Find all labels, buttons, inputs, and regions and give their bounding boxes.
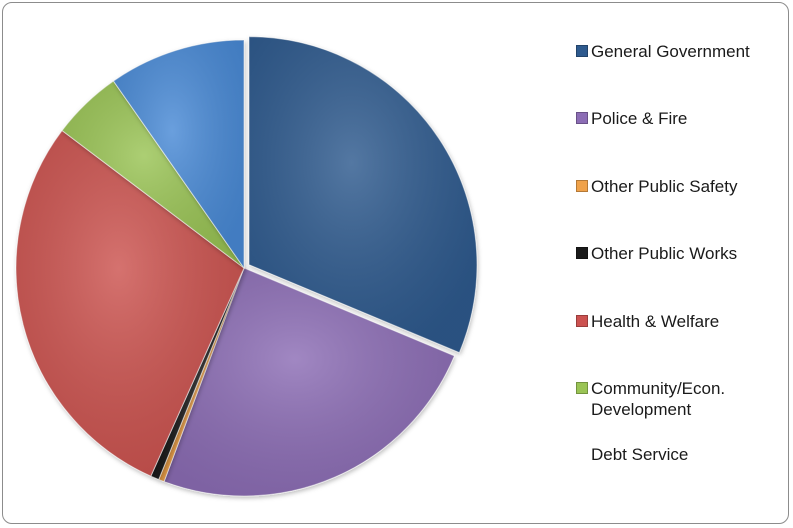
legend-label: Community/Econ. Development — [591, 378, 781, 420]
legend-item-general-government: General Government — [576, 41, 781, 62]
legend-label: Other Public Works — [591, 243, 781, 264]
legend-item-police-fire: Police & Fire — [576, 108, 781, 129]
legend-swatch — [576, 382, 588, 394]
legend-label: Health & Welfare — [591, 311, 781, 332]
legend-label: Other Public Safety — [591, 176, 781, 197]
legend-label: Debt Service — [591, 444, 781, 465]
legend-item-debt-service: Debt Service — [576, 444, 781, 465]
legend-item-health-welfare: Health & Welfare — [576, 311, 781, 332]
pie-slices — [16, 37, 477, 496]
legend-swatch — [576, 448, 588, 460]
legend-label: General Government — [591, 41, 781, 62]
legend-item-other-public-works: Other Public Works — [576, 243, 781, 264]
legend-item-community-econ-development: Community/Econ. Development — [576, 378, 781, 420]
legend-swatch — [576, 315, 588, 327]
legend-label: Police & Fire — [591, 108, 781, 129]
legend-swatch — [576, 247, 588, 259]
legend-swatch — [576, 112, 588, 124]
legend-swatch — [576, 180, 588, 192]
legend-swatch — [576, 45, 588, 57]
legend-item-other-public-safety: Other Public Safety — [576, 176, 781, 197]
